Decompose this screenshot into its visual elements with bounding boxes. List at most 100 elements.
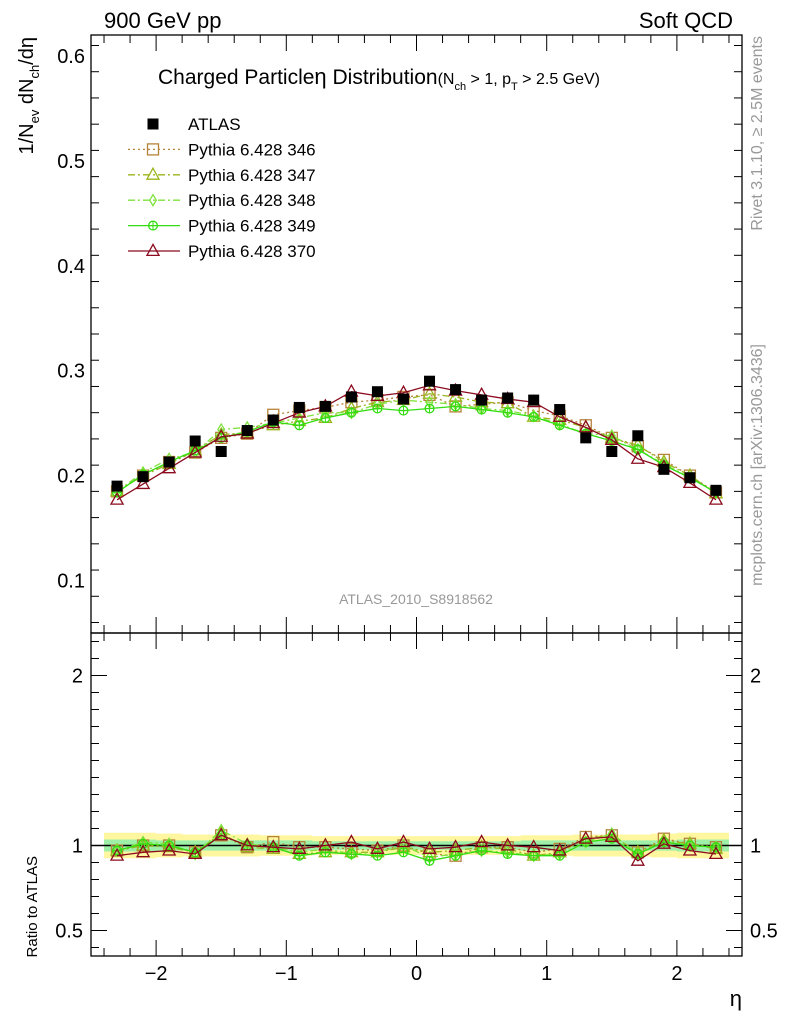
legend-label-p347: Pythia 6.428 347 <box>188 166 316 185</box>
ratio-point-p370 <box>708 846 724 860</box>
ratio-y-axis-label: Ratio to ATLAS <box>24 856 41 957</box>
ratio-point-p370 <box>630 852 645 866</box>
analysis-watermark: ATLAS_2010_S8918562 <box>339 591 493 607</box>
ratio-series <box>109 823 724 866</box>
x-tick-label: 2 <box>671 963 682 985</box>
ratio-point-p348 <box>112 843 122 858</box>
ratio-point-p370 <box>500 837 515 851</box>
ratio-point-p348 <box>477 843 486 858</box>
main-y-tick-label: 0.5 <box>57 151 85 173</box>
main-y-tick-label: 0.1 <box>57 571 85 593</box>
point-atlas <box>267 414 279 426</box>
point-p370 <box>109 491 125 505</box>
ratio-point-p370 <box>656 835 672 849</box>
point-atlas <box>345 391 357 403</box>
legend-marker-p347 <box>145 166 161 180</box>
legend-label-p348: Pythia 6.428 348 <box>188 191 316 210</box>
ratio-point-p370 <box>318 837 333 851</box>
point-atlas <box>163 456 175 468</box>
point-atlas <box>293 401 305 413</box>
x-tick-label: 1 <box>541 963 552 985</box>
legend-marker-atlas <box>147 118 159 130</box>
point-p348 <box>347 405 356 420</box>
point-atlas <box>241 425 253 437</box>
ratio-point-p370 <box>526 839 541 853</box>
ratio-point-p370 <box>292 840 307 854</box>
point-atlas <box>658 463 670 475</box>
point-atlas <box>528 394 540 406</box>
ratio-point-p370 <box>604 829 619 843</box>
ratio-point-p348 <box>711 840 721 854</box>
series-atlas <box>111 375 722 496</box>
ratio-y-tick-label-right: 0.5 <box>750 921 778 943</box>
legend-label-p370: Pythia 6.428 370 <box>188 242 316 261</box>
point-p370 <box>708 491 724 505</box>
ratio-series-p370 <box>109 827 724 866</box>
point-atlas <box>580 432 592 444</box>
ratio-point-p370 <box>422 840 437 854</box>
ratio-point-p370 <box>109 847 125 861</box>
point-p370 <box>552 408 567 422</box>
ratio-point-p370 <box>266 839 281 853</box>
legend-marker-p370 <box>145 243 161 257</box>
x-tick-label: −2 <box>145 963 168 985</box>
ratio-point-p370 <box>240 837 255 851</box>
point-p370 <box>135 476 151 490</box>
ratio-axes: −2 −1 0 1 2 0.5 0.5 1 1 2 2 <box>55 632 778 985</box>
header-right-label: Soft QCD <box>639 8 733 33</box>
ratio-point-p370 <box>578 830 593 844</box>
point-atlas <box>424 375 436 387</box>
main-y-tick-label: 0.4 <box>57 256 85 278</box>
ratio-y-tick-label-left: 2 <box>72 666 83 688</box>
point-atlas <box>189 435 201 447</box>
rivet-version-label: Rivet 3.1.10, ≥ 2.5M events <box>749 36 766 231</box>
ratio-plot-frame <box>90 632 743 957</box>
point-atlas <box>137 471 149 483</box>
point-atlas <box>319 400 331 412</box>
point-p370 <box>578 419 593 433</box>
ratio-point-p348 <box>529 848 538 863</box>
main-axes: 0.1 0.2 0.3 0.4 0.5 0.6 <box>57 34 743 634</box>
ratio-point-p370 <box>161 842 177 856</box>
point-p347 <box>422 385 437 399</box>
ratio-point-p370 <box>135 844 151 858</box>
series-line-p349 <box>116 405 717 493</box>
main-series <box>109 375 724 505</box>
series-p347 <box>109 385 724 499</box>
ratio-y-tick-label-right: 1 <box>750 836 761 858</box>
ratio-y-tick-label-left: 0.5 <box>55 921 83 943</box>
point-atlas <box>684 472 696 484</box>
legend-label-p349: Pythia 6.428 349 <box>188 217 316 236</box>
x-tick-label: 0 <box>411 963 422 985</box>
point-atlas <box>450 384 462 396</box>
point-p370 <box>188 444 203 458</box>
ratio-point-p370 <box>370 840 385 854</box>
point-atlas <box>554 404 566 416</box>
ratio-point-p370 <box>214 827 229 841</box>
legend-marker-p346 <box>146 143 160 156</box>
point-atlas <box>215 446 227 458</box>
ratio-point-p370 <box>474 834 489 848</box>
series-line-p347 <box>116 393 717 495</box>
point-atlas <box>476 394 488 406</box>
legend: ATLAS Pythia 6.428 346 Pythia 6.428 347 Pyt… <box>128 115 316 261</box>
point-atlas <box>371 386 383 398</box>
ratio-point-p370 <box>552 842 567 856</box>
legend-label-p346: Pythia 6.428 346 <box>188 140 316 159</box>
ratio-point-p370 <box>448 839 463 853</box>
point-atlas <box>606 446 618 458</box>
point-p370 <box>604 432 619 446</box>
point-p370 <box>630 450 645 464</box>
point-atlas <box>710 484 722 496</box>
main-y-tick-label: 0.6 <box>57 46 85 68</box>
point-atlas <box>502 392 514 404</box>
series-p349 <box>111 401 722 498</box>
point-p370 <box>214 428 229 442</box>
ratio-point-p370 <box>396 834 411 848</box>
series-line-p348 <box>116 399 717 493</box>
point-atlas <box>111 480 123 492</box>
mcplots-label: mcplots.cern.ch [arXiv:1306.3436] <box>749 344 766 586</box>
ratio-point-p370 <box>682 842 698 856</box>
legend-label-atlas: ATLAS <box>188 115 241 134</box>
